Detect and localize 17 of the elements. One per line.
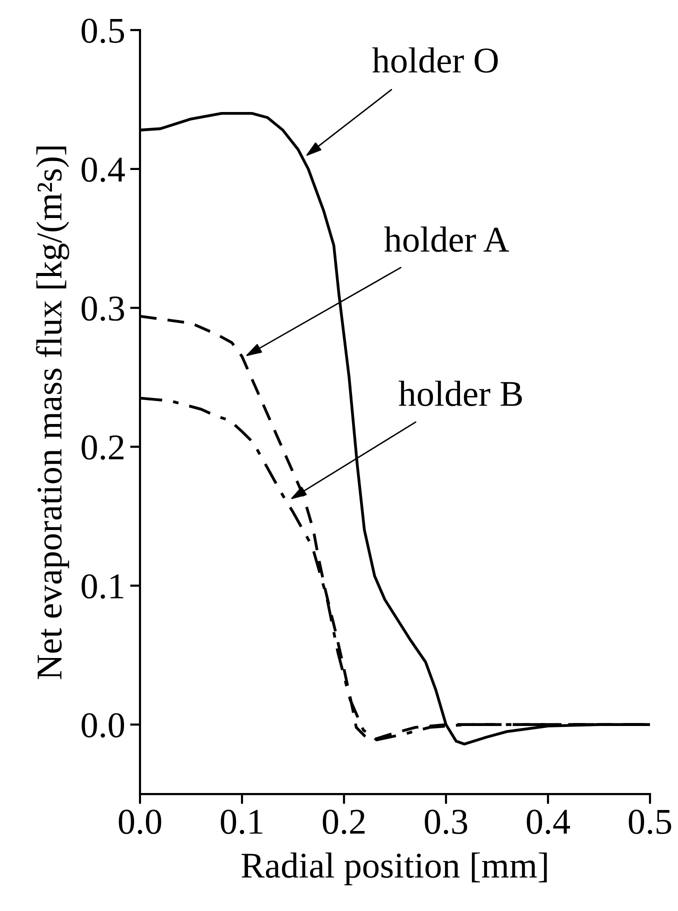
x-tick-label: 0.0 (118, 810, 162, 834)
y-tick-label: 0.2 (82, 435, 124, 460)
x-tick-label: 0.4 (526, 810, 570, 834)
x-axis-title: Radial position [mm] (242, 852, 547, 886)
y-tick-label: 0.4 (82, 157, 125, 182)
x-tick-label: 0.5 (628, 810, 672, 834)
annotation: holder B (398, 380, 522, 406)
y-tick-label: 0.5 (82, 18, 124, 44)
x-tick-label: 0.2 (322, 810, 365, 834)
y-tick-label: 0.3 (82, 296, 124, 321)
x-tick-label: 0.3 (424, 810, 468, 834)
annotation: holder A (384, 226, 510, 252)
x-tick-label: 0.1 (220, 810, 262, 834)
y-axis-title: Net evaporation mass flux [kg/(m²s)] (36, 146, 70, 680)
y-tick-label: 0.0 (82, 713, 124, 738)
y-tick-label: 0.1 (82, 574, 124, 599)
annotation: holder O (372, 47, 498, 73)
